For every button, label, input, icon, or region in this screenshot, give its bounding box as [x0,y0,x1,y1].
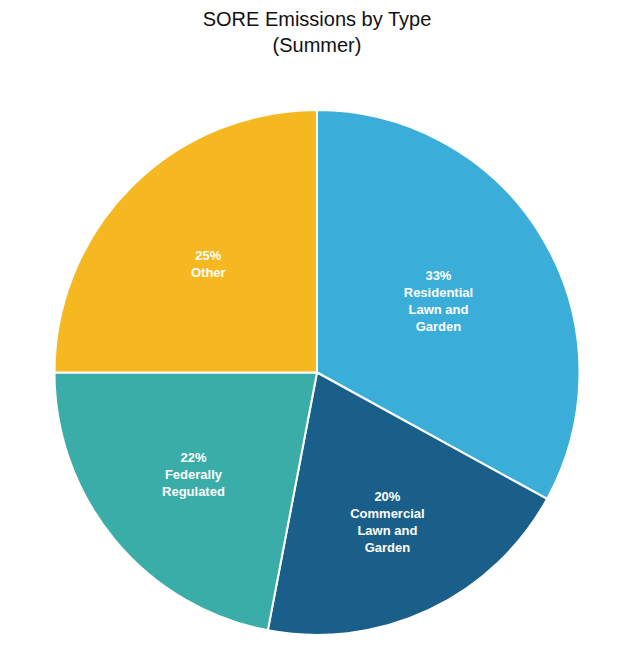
svg-text:33%ResidentialLawn andGarden: 33%ResidentialLawn andGarden [404,268,473,334]
svg-text:22%FederallyRegulated: 22%FederallyRegulated [162,450,225,499]
svg-text:SORE Emissions by Type(Summer): SORE Emissions by Type(Summer) [203,8,432,56]
svg-text:25%Other: 25%Other [191,248,226,280]
svg-text:20%CommercialLawn andGarden: 20%CommercialLawn andGarden [350,489,424,555]
